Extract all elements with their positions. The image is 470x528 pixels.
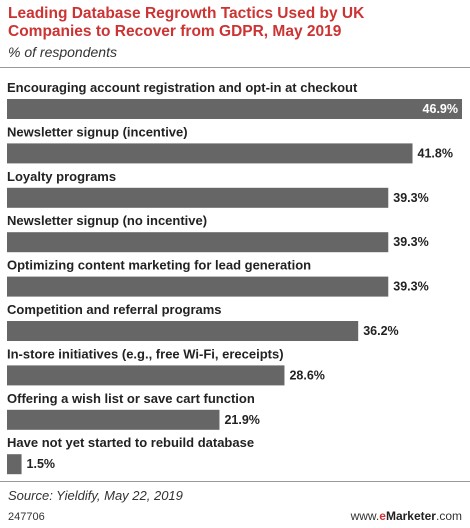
value-label: 28.6% (289, 368, 324, 382)
brand-name: Marketer (385, 509, 436, 523)
brand-e: e (379, 509, 386, 523)
chart-title: Leading Database Regrowth Tactics Used b… (8, 5, 365, 40)
value-label: 39.3% (393, 235, 428, 249)
credit-suffix: .com (435, 509, 462, 523)
value-label: 36.2% (363, 324, 398, 338)
category-label: Optimizing content marketing for lead ge… (7, 258, 311, 273)
bar (7, 409, 220, 430)
top-divider (0, 67, 470, 68)
chart-subtitle: % of respondents (8, 44, 117, 60)
bar (7, 454, 22, 475)
bar (7, 143, 413, 164)
publisher-credit: www.eMarketer.com (351, 509, 462, 523)
value-label: 39.3% (393, 280, 428, 294)
value-label: 21.9% (224, 413, 259, 427)
category-label: In-store initiatives (e.g., free Wi-Fi, … (7, 346, 284, 361)
category-label: Newsletter signup (incentive) (7, 124, 188, 139)
value-label: 41.8% (418, 146, 453, 160)
category-label: Newsletter signup (no incentive) (7, 213, 207, 228)
category-label: Competition and referral programs (7, 302, 222, 317)
chart-id: 247706 (8, 511, 45, 523)
source-note: Source: Yieldify, May 22, 2019 (8, 488, 183, 503)
bar (7, 321, 359, 341)
bar (7, 232, 389, 253)
bar (7, 187, 389, 208)
value-label: 39.3% (393, 191, 428, 205)
bar-chart: Encouraging account registration and opt… (7, 80, 462, 475)
category-label: Encouraging account registration and opt… (7, 80, 358, 95)
bar (7, 276, 389, 297)
value-label: 1.5% (27, 457, 56, 471)
bar (7, 99, 462, 119)
value-label: 46.9% (423, 102, 458, 116)
bar (7, 365, 285, 386)
category-label: Have not yet started to rebuild database (7, 435, 254, 450)
category-label: Offering a wish list or save cart functi… (7, 391, 255, 406)
category-label: Loyalty programs (7, 169, 116, 184)
credit-prefix: www. (350, 509, 380, 523)
bottom-divider (0, 481, 470, 482)
